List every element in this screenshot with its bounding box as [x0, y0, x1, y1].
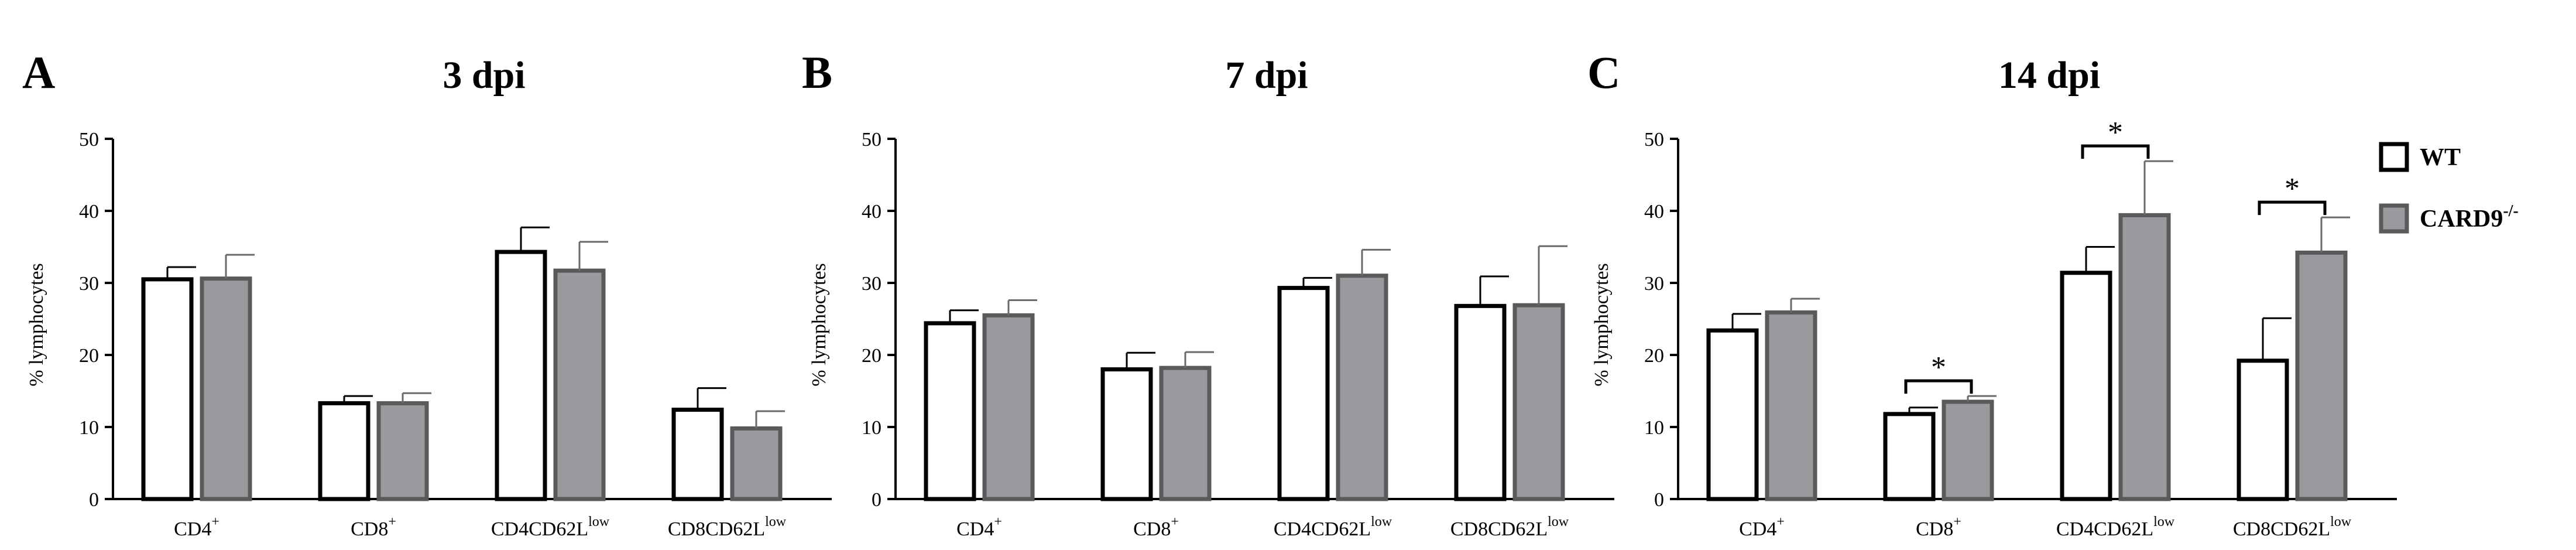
y-tick-label: 0: [89, 489, 99, 511]
y-tick-label: 30: [79, 273, 99, 295]
significance-bracket: [1904, 379, 1973, 394]
chart-title: 14 dpi: [1998, 54, 2100, 97]
bar-card9-1: [376, 401, 429, 501]
bar-wt-3: [1454, 303, 1507, 501]
x-tick-label: CD4+: [956, 514, 1002, 540]
bar-wt-1: [318, 401, 371, 501]
legend: WT CARD9-/-: [2379, 142, 2519, 234]
panel-letter: A: [22, 47, 55, 98]
bar-card9-0: [982, 313, 1035, 501]
significance-star: *: [2285, 172, 2300, 206]
bar-card9-2: [553, 268, 606, 501]
y-tick-label: 10: [862, 417, 881, 439]
legend-label: WT: [2420, 144, 2461, 171]
chart-panel-a: A 3 dpi % lymphocytes 0 10 20 30 40 50 CD4+ CD8+ CD…: [22, 47, 832, 540]
x-tick-label: CD4+: [1739, 514, 1785, 540]
legend-swatch-card9: [2379, 203, 2409, 234]
bar-wt-1: [1883, 412, 1936, 501]
panel-letter: B: [802, 47, 832, 98]
legend-label: CARD9-/-: [2420, 202, 2519, 233]
chart-title: 3 dpi: [443, 54, 525, 97]
significance-star: *: [2108, 116, 2123, 149]
x-tick-label: CD4CD62Llow: [1274, 514, 1392, 540]
y-tick-label: 50: [1644, 129, 1664, 151]
y-tick-label: 20: [79, 345, 99, 367]
bar-wt-0: [1706, 328, 1759, 501]
chart-panel-c: C 14 dpi % lymphocytes 0 10 20 30 40 50 CD4+ CD8+ C…: [1587, 47, 2397, 540]
y-tick-label: 40: [1644, 201, 1664, 223]
x-tick-label: CD8CD62Llow: [668, 514, 787, 540]
bar-wt-0: [924, 321, 976, 501]
x-tick-label: CD8CD62Llow: [2233, 514, 2352, 540]
bar-card9-1: [1159, 365, 1212, 501]
bar-wt-2: [2060, 271, 2112, 501]
y-tick-label: 50: [79, 129, 99, 151]
y-tick-label: 20: [862, 345, 881, 367]
y-tick-label: 10: [79, 417, 99, 439]
y-tick-label: 30: [862, 273, 881, 295]
y-tick-label: 40: [862, 201, 881, 223]
y-tick-label: 40: [79, 201, 99, 223]
y-axis-label: % lymphocytes: [808, 263, 830, 387]
x-tick-label: CD4CD62Llow: [2056, 514, 2175, 540]
chart-panels: A 3 dpi % lymphocytes 0 10 20 30 40 50 CD4+ CD8+ CD…: [22, 47, 2397, 540]
bar-card9-0: [200, 276, 252, 501]
bar-card9-2: [1336, 274, 1388, 501]
y-tick-label: 30: [1644, 273, 1664, 295]
y-tick-label: 50: [862, 129, 881, 151]
bar-wt-2: [1277, 286, 1330, 501]
y-tick-label: 0: [872, 489, 881, 511]
chart-title: 7 dpi: [1225, 54, 1308, 97]
bar-card9-3: [2295, 250, 2348, 501]
x-tick-label: CD4CD62Llow: [491, 514, 610, 540]
y-tick-label: 20: [1644, 345, 1664, 367]
significance-star: *: [1931, 351, 1946, 384]
x-tick-label: CD8CD62Llow: [1450, 514, 1569, 540]
bar-wt-0: [141, 277, 194, 501]
bar-card9-2: [2118, 213, 2171, 501]
bar-wt-3: [2237, 358, 2289, 501]
x-tick-label: CD4+: [174, 514, 219, 540]
bar-wt-3: [671, 407, 724, 501]
significance-bracket: [2081, 144, 2150, 159]
x-tick-label: CD8+: [351, 514, 396, 540]
bar-wt-2: [495, 250, 547, 501]
y-tick-label: 10: [1644, 417, 1664, 439]
panel-letter: C: [1587, 47, 1620, 98]
bar-card9-1: [1942, 399, 1994, 501]
bar-card9-3: [1512, 303, 1565, 501]
y-axis-label: % lymphocytes: [1591, 263, 1613, 387]
y-axis-label: % lymphocytes: [26, 263, 47, 387]
bar-card9-3: [730, 426, 783, 501]
y-tick-label: 0: [1654, 489, 1664, 511]
x-tick-label: CD8+: [1916, 514, 1961, 540]
legend-swatch-wt: [2379, 142, 2409, 172]
significance-bracket: [2258, 200, 2327, 216]
bar-wt-1: [1100, 367, 1153, 501]
bar-card9-0: [1765, 310, 1817, 501]
x-tick-label: CD8+: [1133, 514, 1179, 540]
chart-panel-b: B 7 dpi % lymphocytes 0 10 20 30 40 50 CD4+ CD8+ CD…: [802, 47, 1614, 540]
